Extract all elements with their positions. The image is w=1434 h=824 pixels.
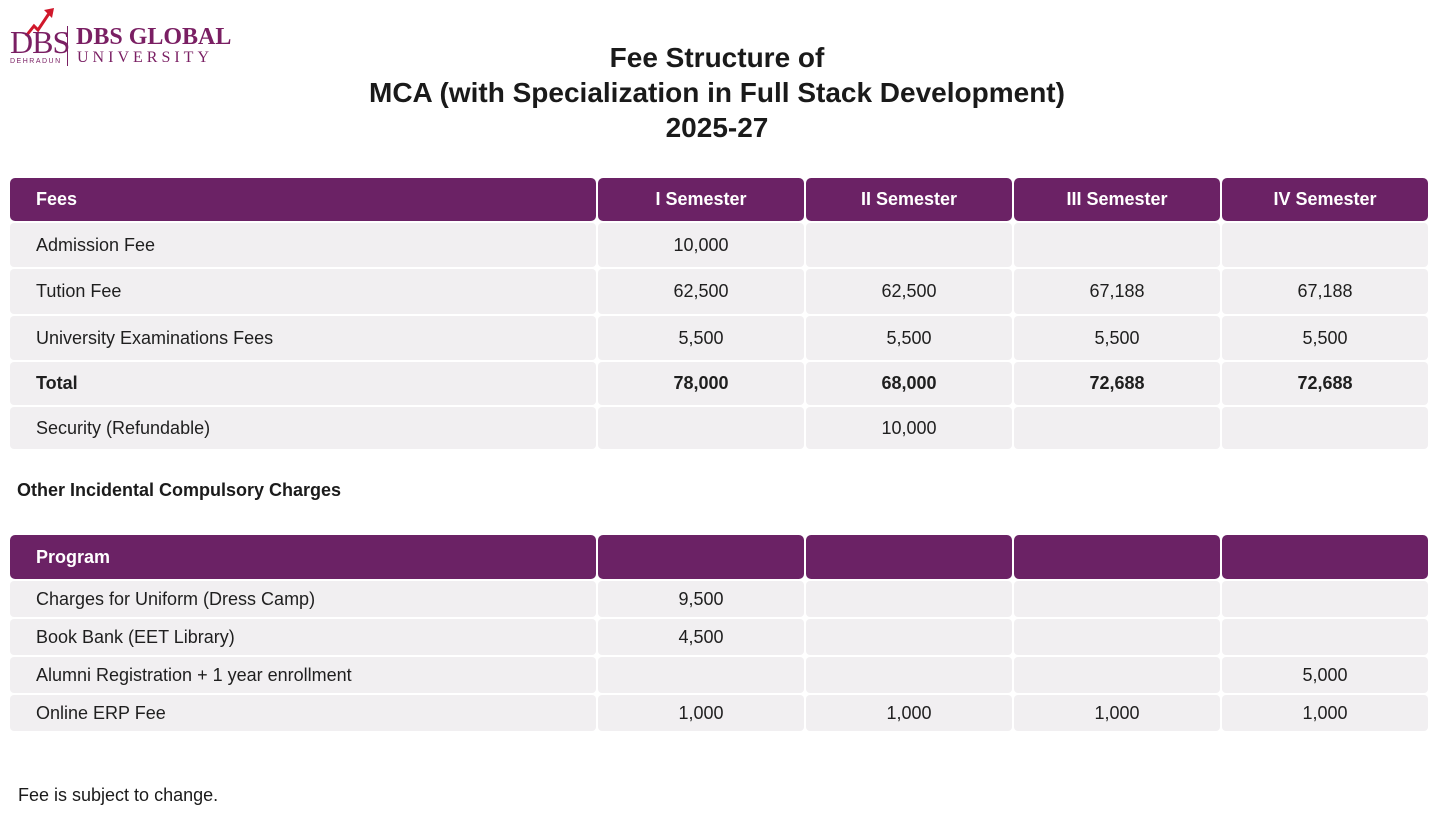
- table-cell: 67,188: [1014, 269, 1220, 314]
- total-label: Total: [10, 362, 596, 405]
- title-line1: Fee Structure of: [609, 42, 825, 73]
- table-cell: [806, 619, 1012, 655]
- row-label: Charges for Uniform (Dress Camp): [10, 581, 596, 617]
- university-logo: DBS DEHRADUN DBS GLOBAL UNIVERSITY: [8, 6, 231, 68]
- table-cell: 5,500: [1014, 316, 1220, 360]
- table-cell: 5,500: [1222, 316, 1428, 360]
- table-cell: 10,000: [598, 223, 804, 267]
- row-label: Book Bank (EET Library): [10, 619, 596, 655]
- title-line3: 2025-27: [665, 112, 769, 143]
- table-cell: 5,500: [598, 316, 804, 360]
- other-charges-heading: Other Incidental Compulsory Charges: [17, 480, 342, 500]
- logo-divider: [67, 26, 68, 66]
- header-cell: I Semester: [598, 178, 804, 221]
- header-cell: IV Semester: [1222, 178, 1428, 221]
- row-label: Security (Refundable): [10, 407, 596, 449]
- table-cell: [1014, 619, 1220, 655]
- header-cell: III Semester: [1014, 178, 1220, 221]
- logo-name-line2: UNIVERSITY: [77, 49, 213, 66]
- header-cell: [598, 535, 804, 579]
- header-cell: Program: [10, 535, 596, 579]
- table-cell: 9,500: [598, 581, 804, 617]
- total-cell: 78,000: [598, 362, 804, 405]
- total-cell: 72,688: [1222, 362, 1428, 405]
- footnote: Fee is subject to change.: [18, 785, 219, 805]
- header-cell: II Semester: [806, 178, 1012, 221]
- table-cell: 1,000: [1222, 695, 1428, 731]
- table-cell: 62,500: [806, 269, 1012, 314]
- table-cell: [806, 581, 1012, 617]
- row-label: Online ERP Fee: [10, 695, 596, 731]
- header-cell: [1222, 535, 1428, 579]
- table-cell: [1014, 223, 1220, 267]
- table-cell: 1,000: [598, 695, 804, 731]
- table-cell: [1222, 581, 1428, 617]
- header-cell: [806, 535, 1012, 579]
- table-cell: 1,000: [806, 695, 1012, 731]
- table-cell: [598, 407, 804, 449]
- table-cell: [1222, 407, 1428, 449]
- total-cell: 68,000: [806, 362, 1012, 405]
- fees-table: Fees I Semester II Semester III Semester…: [10, 178, 1428, 449]
- table-cell: 5,000: [1222, 657, 1428, 693]
- header-cell: Fees: [10, 178, 596, 221]
- table-cell: 10,000: [806, 407, 1012, 449]
- total-cell: 72,688: [1014, 362, 1220, 405]
- row-label: Admission Fee: [10, 223, 596, 267]
- row-label: Tution Fee: [10, 269, 596, 314]
- table-cell: [598, 657, 804, 693]
- table-cell: [806, 223, 1012, 267]
- logo-name-line1: DBS GLOBAL: [76, 24, 232, 50]
- row-label: Alumni Registration + 1 year enrollment: [10, 657, 596, 693]
- logo-abbr: DBS: [10, 24, 70, 60]
- row-label: University Examinations Fees: [10, 316, 596, 360]
- table-cell: [1014, 407, 1220, 449]
- table-cell: 5,500: [806, 316, 1012, 360]
- table-cell: 67,188: [1222, 269, 1428, 314]
- table-cell: [1222, 223, 1428, 267]
- table-cell: 1,000: [1014, 695, 1220, 731]
- rising-arrow-icon: [24, 8, 54, 37]
- logo-city: DEHRADUN: [10, 58, 62, 65]
- page-title: Fee Structure of MCA (with Specializatio…: [0, 40, 1434, 145]
- header-cell: [1014, 535, 1220, 579]
- table-cell: [1014, 581, 1220, 617]
- table-cell: [1222, 619, 1428, 655]
- other-charges-table: Program Charges for Uniform (Dress Camp)…: [10, 535, 1428, 731]
- table-cell: [806, 657, 1012, 693]
- table-cell: 4,500: [598, 619, 804, 655]
- table-cell: [1014, 657, 1220, 693]
- title-line2: MCA (with Specialization in Full Stack D…: [369, 77, 1065, 108]
- table-cell: 62,500: [598, 269, 804, 314]
